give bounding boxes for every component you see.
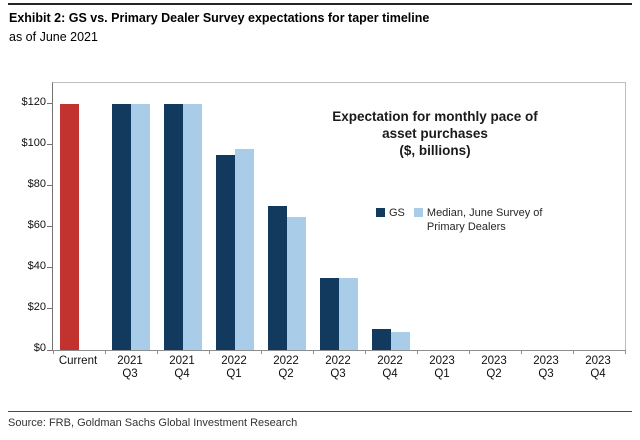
- bar-survey-median: [391, 331, 410, 350]
- bottom-rule: [8, 411, 632, 412]
- y-axis-tick-label: $40: [27, 259, 46, 272]
- bar-gs: [320, 278, 339, 350]
- x-tick-mark: [364, 350, 366, 354]
- x-axis-label: 2023 Q1: [429, 355, 455, 380]
- x-axis-label: 2021 Q4: [169, 355, 195, 380]
- x-tick-mark: [52, 350, 54, 354]
- survey-series-swatch-icon: [413, 208, 423, 217]
- y-tick-mark: [47, 103, 52, 105]
- x-axis-label: 2022 Q2: [273, 355, 299, 380]
- y-axis-tick-label: $120: [21, 95, 46, 108]
- x-tick-mark: [208, 350, 210, 354]
- bar-survey-median: [131, 103, 150, 350]
- y-tick-mark: [47, 185, 52, 187]
- legend-label-gs: GS: [389, 207, 405, 219]
- bar-survey-median: [287, 216, 306, 350]
- top-rule: [8, 3, 632, 5]
- x-tick-mark: [312, 350, 314, 354]
- y-axis-tick-label: $100: [21, 136, 46, 149]
- annotation-line-2: asset purchases: [382, 126, 488, 141]
- chart-subtitle: as of June 2021: [9, 30, 98, 44]
- x-axis-label: 2021 Q3: [117, 355, 143, 380]
- x-tick-mark: [572, 350, 574, 354]
- y-tick-mark: [47, 144, 52, 146]
- y-tick-mark: [47, 267, 52, 269]
- y-tick-mark: [47, 308, 52, 310]
- bar-survey-median: [183, 103, 202, 350]
- x-axis-label: 2022 Q4: [377, 355, 403, 380]
- x-tick-mark: [468, 350, 470, 354]
- x-tick-mark: [104, 350, 106, 354]
- y-tick-mark: [47, 349, 52, 351]
- bar-gs: [268, 206, 287, 350]
- gs-series-swatch-icon: [376, 208, 385, 217]
- x-axis-label: 2023 Q4: [585, 355, 611, 380]
- legend-item-gs: GS: [376, 206, 405, 220]
- x-tick-mark: [260, 350, 262, 354]
- x-axis-label: 2023 Q2: [481, 355, 507, 380]
- y-axis-tick-label: $80: [27, 177, 46, 190]
- y-tick-mark: [47, 226, 52, 228]
- x-axis-label: Current: [58, 355, 98, 367]
- bar-survey-median: [339, 278, 358, 350]
- x-axis-label: 2023 Q3: [533, 355, 559, 380]
- bar-gs: [372, 329, 391, 350]
- chart-annotation: Expectation for monthly pace of asset pu…: [310, 108, 560, 159]
- x-axis-label: 2022 Q3: [325, 355, 351, 380]
- bar-gs: [112, 103, 131, 350]
- annotation-line-1: Expectation for monthly pace of: [332, 109, 538, 124]
- bar-current: [60, 103, 79, 350]
- x-tick-mark: [416, 350, 418, 354]
- bar-gs: [164, 103, 183, 350]
- chart-title: Exhibit 2: GS vs. Primary Dealer Survey …: [9, 11, 430, 25]
- legend-item-survey: Median, June Survey of Primary Dealers: [413, 206, 563, 234]
- chart-legend: GS Median, June Survey of Primary Dealer…: [376, 206, 563, 234]
- x-tick-mark: [520, 350, 522, 354]
- x-tick-mark: [624, 350, 626, 354]
- y-axis-tick-label: $60: [27, 218, 46, 231]
- x-axis-label: 2022 Q1: [221, 355, 247, 380]
- annotation-line-3: ($, billions): [399, 143, 471, 158]
- y-axis-tick-label: $20: [27, 300, 46, 313]
- y-axis-tick-label: $0: [33, 342, 46, 354]
- bar-gs: [216, 154, 235, 350]
- bar-survey-median: [235, 148, 254, 350]
- plot-area: [47, 82, 626, 354]
- x-tick-mark: [156, 350, 158, 354]
- legend-label-survey: Median, June Survey of Primary Dealers: [426, 207, 543, 233]
- source-text: Source: FRB, Goldman Sachs Global Invest…: [8, 417, 298, 429]
